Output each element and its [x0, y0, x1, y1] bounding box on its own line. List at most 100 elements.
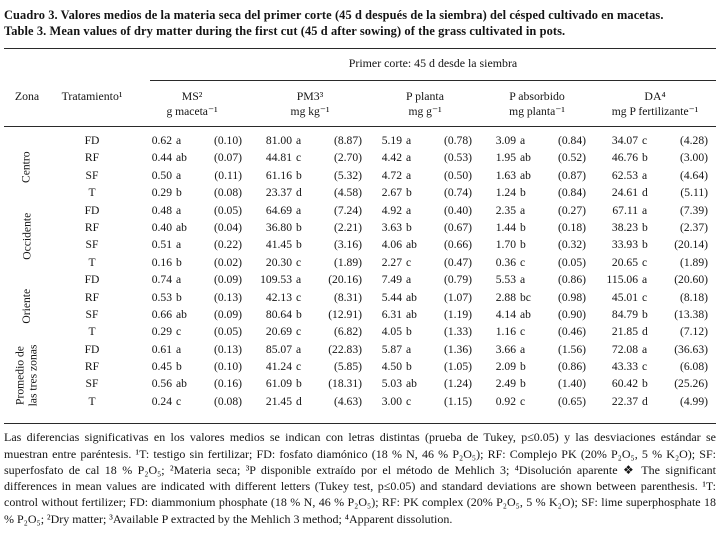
data-cell: 4.50 b (1.05)	[370, 358, 480, 375]
span-header-spacer	[4, 49, 150, 81]
cell-stdev: (1.40)	[557, 377, 586, 391]
cell-value: 4.42	[381, 151, 402, 165]
header-body-rule	[4, 126, 716, 127]
data-cell: 109.53 a (20.16)	[250, 271, 370, 288]
cell-value: 2.09	[495, 360, 516, 374]
cell-sig-letter: a	[176, 238, 182, 252]
data-cell: 21.85 d (7.12)	[594, 323, 716, 340]
data-cell: 0.45 b (0.10)	[134, 358, 250, 375]
cell-value: 3.00	[381, 394, 402, 408]
cell-stdev: (4.99)	[679, 394, 708, 408]
data-cell: 5.44 ab (1.07)	[370, 289, 480, 306]
cell-sig-letter: c	[176, 394, 182, 408]
data-cell: 2.35 a (0.27)	[480, 202, 594, 219]
cell-value: 20.69	[265, 325, 292, 339]
cell-sig-letter: ab	[176, 151, 187, 165]
treatment-cell: RF	[84, 290, 100, 304]
cell-sig-letter: c	[296, 151, 302, 165]
data-cell: 5.03 ab (1.24)	[370, 375, 480, 392]
cell-sig-letter: a	[176, 134, 182, 147]
cell-stdev: (0.09)	[213, 307, 242, 321]
cell-value: 7.49	[381, 273, 402, 287]
col-header-p-planta-name: P planta	[406, 89, 444, 103]
data-cell: 4.72 a (0.50)	[370, 167, 480, 184]
cell-sig-letter: d	[642, 394, 648, 408]
cell-sig-letter: ab	[176, 377, 187, 391]
cell-stdev: (20.14)	[674, 238, 708, 252]
col-header-p-absorbido-unit: mg planta⁻¹	[509, 105, 565, 118]
data-cell: 0.61 a (0.13)	[134, 341, 250, 358]
cell-stdev: (0.67)	[443, 220, 472, 234]
cell-sig-letter: ab	[176, 220, 187, 234]
cell-value: 3.63	[381, 220, 402, 234]
zone-cell: Centro	[4, 132, 50, 202]
cell-sig-letter: b	[642, 238, 648, 252]
col-header-p-absorbido: P absorbido mg planta⁻¹	[480, 89, 594, 119]
cell-value: 20.65	[611, 255, 638, 269]
cell-sig-letter: ab	[406, 377, 417, 391]
col-header-p-planta-unit: mg g⁻¹	[408, 105, 442, 118]
cell-stdev: (1.89)	[333, 255, 362, 269]
data-cell: 4.92 a (0.40)	[370, 202, 480, 219]
cell-stdev: (5.85)	[333, 360, 362, 374]
cell-value: 0.48	[151, 203, 172, 217]
data-cell: 41.45 b (3.16)	[250, 236, 370, 253]
cell-value: 43.33	[611, 360, 638, 374]
cell-stdev: (1.07)	[443, 290, 472, 304]
data-cell: 1.63 ab (0.87)	[480, 167, 594, 184]
cell-stdev: (12.91)	[328, 307, 362, 321]
treatment-cell: FD	[84, 134, 100, 147]
cell-value: 34.07	[611, 134, 638, 147]
cell-sig-letter: b	[176, 360, 182, 374]
cell-sig-letter: b	[642, 151, 648, 165]
zone-cell: Oriente	[4, 271, 50, 341]
data-cell: 1.24 b (0.84)	[480, 184, 594, 201]
data-cell: 0.48 a (0.05)	[134, 202, 250, 219]
data-cell: 67.11 a (7.39)	[594, 202, 716, 219]
cell-stdev: (0.84)	[557, 134, 586, 147]
cell-stdev: (8.31)	[333, 290, 362, 304]
table-bottom-rule	[4, 423, 716, 425]
data-cell: 45.01 c (8.18)	[594, 289, 716, 306]
cell-stdev: (0.32)	[557, 238, 586, 252]
data-cell: 0.24 c (0.08)	[134, 393, 250, 410]
data-cell: 5.87 a (1.36)	[370, 341, 480, 358]
data-cell: 0.29 b (0.08)	[134, 184, 250, 201]
cell-sig-letter: a	[406, 168, 412, 182]
cell-stdev: (0.18)	[557, 220, 586, 234]
cell-sig-letter: a	[296, 134, 302, 147]
cell-stdev: (0.78)	[443, 134, 472, 147]
cell-stdev: (0.84)	[557, 186, 586, 200]
treatment-cell: FD	[84, 342, 100, 356]
cell-stdev: (6.82)	[333, 325, 362, 339]
cell-value: 33.93	[611, 238, 638, 252]
data-cell: 2.49 b (1.40)	[480, 375, 594, 392]
col-header-p-absorbido-name: P absorbido	[509, 89, 565, 103]
cell-stdev: (0.87)	[557, 168, 586, 182]
cell-stdev: (0.74)	[443, 186, 472, 200]
data-cell: 81.00 a (8.87)	[250, 132, 370, 149]
cell-stdev: (0.98)	[557, 290, 586, 304]
cell-stdev: (1.19)	[443, 307, 472, 321]
cell-sig-letter: b	[520, 186, 526, 200]
cell-sig-letter: a	[176, 342, 182, 356]
cell-value: 1.70	[495, 238, 516, 252]
cell-sig-letter: b	[296, 307, 302, 321]
cell-stdev: (5.11)	[680, 186, 708, 200]
data-cell: 0.56 ab (0.16)	[134, 375, 250, 392]
cell-stdev: (18.31)	[328, 377, 362, 391]
data-cell: 1.44 b (0.18)	[480, 219, 594, 236]
data-cell: 41.24 c (5.85)	[250, 358, 370, 375]
data-cell: 0.74 a (0.09)	[134, 271, 250, 288]
cell-stdev: (7.24)	[333, 203, 362, 217]
data-cell: 1.70 b (0.32)	[480, 236, 594, 253]
treatment-cell: SF	[85, 307, 99, 321]
data-cell: 0.66 ab (0.09)	[134, 306, 250, 323]
cell-sig-letter: a	[520, 273, 526, 287]
cell-sig-letter: b	[642, 307, 648, 321]
data-cell: 72.08 a (36.63)	[594, 341, 716, 358]
data-cell: 62.53 a (4.64)	[594, 167, 716, 184]
cell-sig-letter: c	[520, 394, 526, 408]
cell-sig-letter: b	[642, 220, 648, 234]
cell-sig-letter: a	[296, 203, 302, 217]
